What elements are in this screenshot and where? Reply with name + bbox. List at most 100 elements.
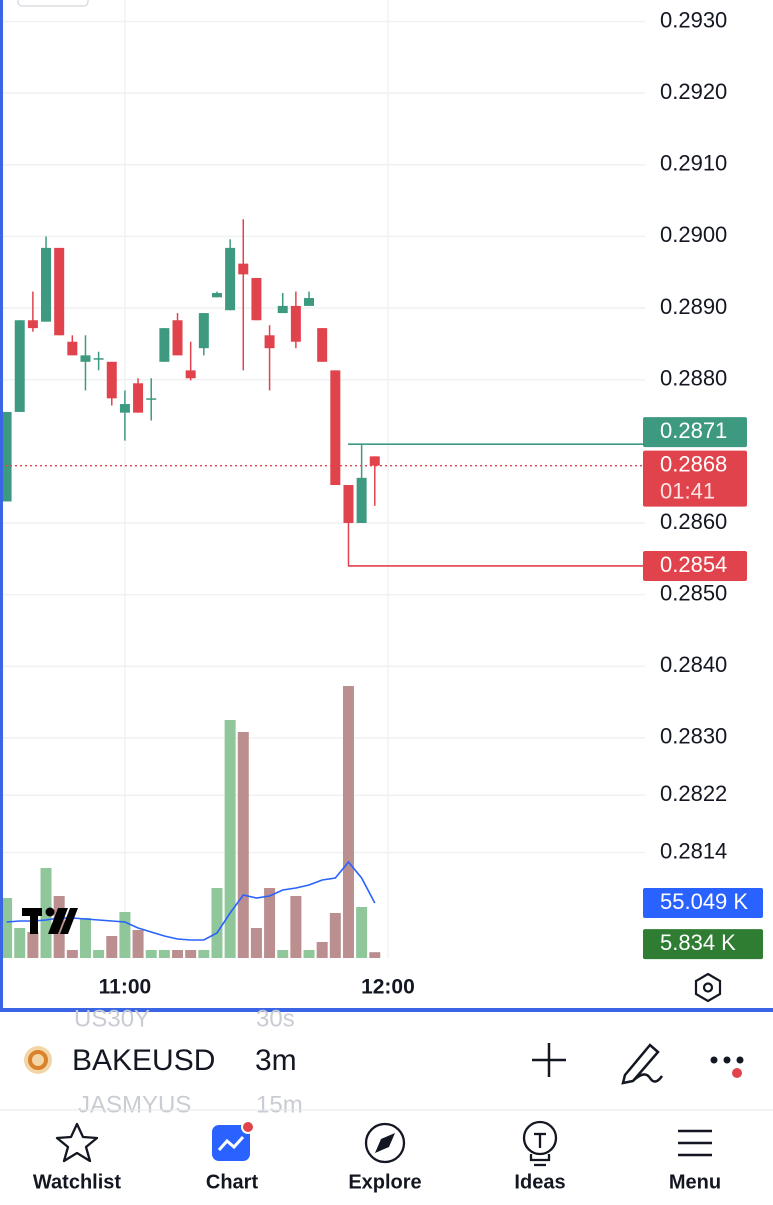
candles: [1, 219, 380, 566]
candle-body: [159, 328, 170, 362]
grid: [0, 0, 645, 958]
countdown: 01:41: [660, 478, 715, 503]
y-tick-label: 0.2910: [660, 151, 727, 176]
menu-icon[interactable]: [678, 1129, 712, 1157]
candle-body: [238, 263, 249, 275]
candle-body: [369, 456, 380, 466]
volume-tag: [643, 929, 763, 960]
nav-label[interactable]: Ideas: [514, 1171, 565, 1193]
volume-bar: [237, 732, 249, 958]
chart-icon[interactable]: [212, 1120, 255, 1161]
candle-body: [133, 383, 144, 413]
volume-bar: [356, 907, 368, 958]
price-tag: [643, 550, 747, 581]
candle-body: [356, 477, 367, 523]
y-tick-label: 0.2900: [660, 222, 727, 247]
ghost-symbol: JASMYUS: [78, 1091, 191, 1118]
top-widget[interactable]: [17, 0, 89, 7]
volume-bar: [369, 952, 381, 958]
candle-body: [264, 335, 275, 349]
candle-body: [225, 247, 236, 311]
more-button[interactable]: [710, 1056, 744, 1079]
candle-body: [290, 305, 301, 342]
volume-bar: [93, 950, 105, 958]
watchlist-icon[interactable]: [55, 1122, 99, 1163]
volume-bar: [79, 918, 91, 958]
volume-bar: [106, 936, 118, 958]
interval[interactable]: 3m: [255, 1044, 297, 1077]
candle-body: [172, 320, 183, 356]
nav-label[interactable]: Watchlist: [33, 1171, 121, 1193]
candle-body: [80, 355, 91, 362]
volume-bar: [198, 950, 210, 958]
x-tick-label: 12:00: [361, 976, 415, 999]
volume-bar: [27, 932, 39, 958]
volume-bar: [66, 950, 78, 958]
draw-button[interactable]: [621, 1043, 664, 1085]
price-tag-label: 0.2868: [660, 451, 727, 476]
volume-tag-label: 5.834 K: [660, 930, 736, 955]
volume-bar: [224, 720, 236, 958]
volume-bar: [342, 686, 354, 958]
volume-bar: [1, 898, 13, 958]
candle-body: [277, 305, 288, 314]
ghost-symbol: US30Y: [74, 1005, 150, 1032]
volume-bar: [119, 912, 131, 958]
candle-body: [41, 247, 52, 322]
symbol-icon: [24, 1046, 52, 1074]
volume-bar: [264, 888, 276, 958]
candle-body: [330, 370, 341, 486]
volume-bar: [277, 950, 289, 958]
candle-body: [14, 320, 25, 412]
candle-body: [146, 398, 157, 400]
volume-bar: [250, 928, 262, 958]
price-tag-label: 0.2854: [660, 552, 727, 577]
candle-body: [343, 485, 354, 523]
y-tick-label: 0.2814: [660, 838, 727, 863]
settings-button[interactable]: [694, 972, 722, 1003]
ideas-icon[interactable]: [522, 1120, 558, 1167]
volume-bar: [290, 896, 302, 958]
volume-bar: [14, 928, 26, 958]
volume-bar: [132, 930, 144, 958]
y-tick-label: 0.2840: [660, 652, 727, 677]
y-tick-label: 0.2860: [660, 509, 727, 534]
ghost-interval: 15m: [256, 1091, 303, 1118]
candle-body: [185, 370, 196, 379]
nav-label[interactable]: Explore: [348, 1171, 421, 1193]
explore-icon[interactable]: [364, 1122, 406, 1164]
volume-bar: [172, 950, 184, 958]
candle-body: [54, 247, 65, 336]
candle-body: [106, 361, 117, 399]
ghost-interval: 30s: [256, 1005, 295, 1032]
price-tag-label: 0.2871: [660, 418, 727, 443]
volume-bar: [185, 950, 197, 958]
volume-bar: [303, 950, 315, 958]
symbol[interactable]: BAKEUSD: [72, 1044, 215, 1077]
volume-bar: [329, 913, 341, 958]
nav-label[interactable]: Menu: [669, 1171, 721, 1193]
y-tick-label: 0.2830: [660, 724, 727, 749]
volume-tag: [643, 887, 763, 918]
y-tick-label: 0.2822: [660, 781, 727, 806]
volume-bar: [316, 942, 328, 958]
y-tick-label: 0.2930: [660, 7, 727, 32]
nav-bar: Watchlist Chart Explore Ideas Menu: [33, 1171, 721, 1193]
volume-tag-label: 55.049 K: [660, 889, 748, 914]
nav-label[interactable]: Chart: [206, 1171, 259, 1193]
y-tick-label: 0.2880: [660, 366, 727, 391]
volume-bar: [158, 950, 170, 958]
candle-body: [211, 293, 222, 298]
y-tick-label: 0.2850: [660, 580, 727, 605]
frame-left: [0, 0, 3, 1010]
x-tick-label: 11:00: [99, 976, 152, 999]
candle-body: [93, 358, 104, 360]
add-button[interactable]: [532, 1043, 566, 1077]
candle-body: [317, 328, 328, 362]
candle-body: [27, 320, 38, 329]
candle-body: [304, 298, 315, 306]
frame-bottom: [0, 1008, 773, 1012]
